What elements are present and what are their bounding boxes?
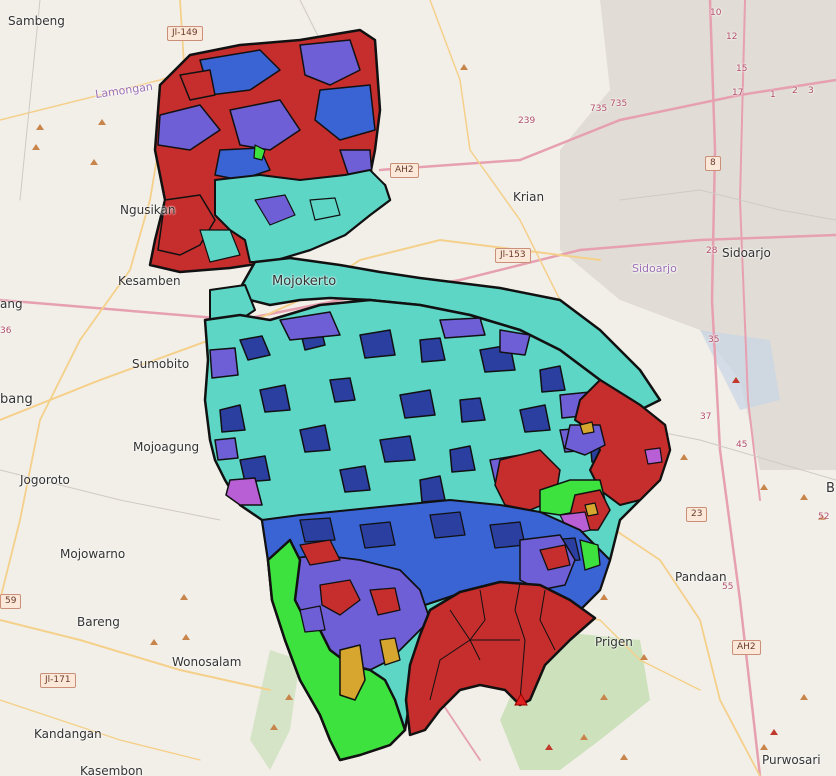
place-label-pandaan: Pandaan <box>675 570 727 584</box>
road-number-10: 10 <box>710 8 722 18</box>
place-label-krian: Krian <box>513 190 545 204</box>
road-number-239: 239 <box>518 116 536 126</box>
road-shield-ah2-south: AH2 <box>732 640 761 655</box>
road-number-37: 37 <box>700 412 712 422</box>
place-label-kesamben: Kesamben <box>118 274 181 288</box>
road-number-735b: 735 <box>610 99 628 109</box>
place-label-sambeng: Sambeng <box>8 14 65 28</box>
place-label-kasembon: Kasembon <box>80 764 143 776</box>
region-label-sidoarjo: Sidoarjo <box>632 262 677 275</box>
place-label-kandangan: Kandangan <box>34 727 102 741</box>
road-number-45: 45 <box>736 440 748 450</box>
road-shield-jl171: Jl-171 <box>40 673 76 688</box>
place-label-jombang: bang <box>0 392 33 407</box>
road-shield-jl153: Jl-153 <box>495 248 531 263</box>
road-shield-59: 59 <box>0 594 22 609</box>
road-number-36: 36 <box>0 326 12 336</box>
road-number-3: 3 <box>808 86 814 96</box>
place-label-ang: ang <box>0 297 23 311</box>
road-number-15: 15 <box>736 64 748 74</box>
place-label-purwosari: Purwosari <box>762 753 821 767</box>
place-label-sidoarjo: Sidoarjo <box>722 246 771 260</box>
road-number-55: 55 <box>722 582 734 592</box>
road-number-17: 17 <box>732 88 744 98</box>
road-shield-ah2: AH2 <box>390 163 419 178</box>
forest-area-west <box>250 650 300 770</box>
place-label-sumobito: Sumobito <box>132 357 190 371</box>
road-number-52: 52 <box>818 512 830 522</box>
place-label-wonosalam: Wonosalam <box>172 655 242 669</box>
road-number-12: 12 <box>726 32 738 42</box>
place-label-ngusikan: Ngusikan <box>120 203 176 217</box>
road-shield-23: 23 <box>686 507 708 522</box>
road-shield-jl149: Jl-149 <box>167 26 203 41</box>
road-number-1: 1 <box>770 90 776 100</box>
water-area <box>700 330 780 410</box>
place-label-mojowarno: Mojowarno <box>60 547 126 561</box>
place-label-mojokerto: Mojokerto <box>272 274 337 289</box>
place-label-jogoroto: Jogoroto <box>20 473 70 487</box>
road-number-28: 28 <box>706 246 718 256</box>
road-shield-8: 8 <box>705 156 721 171</box>
place-label-mojoagung: Mojoagung <box>133 440 200 454</box>
place-label-bareng: Bareng <box>77 615 120 629</box>
place-label-prigen: Prigen <box>595 635 633 649</box>
terrain-markers <box>32 64 826 760</box>
road-number-735a: 735 <box>590 104 608 114</box>
landuse-overlay <box>148 28 672 762</box>
road-number-35: 35 <box>708 335 720 345</box>
peak-markers <box>545 377 778 750</box>
marker-triangle[interactable] <box>514 692 528 706</box>
place-label-b: B <box>826 481 835 496</box>
road-number-2: 2 <box>792 86 798 96</box>
